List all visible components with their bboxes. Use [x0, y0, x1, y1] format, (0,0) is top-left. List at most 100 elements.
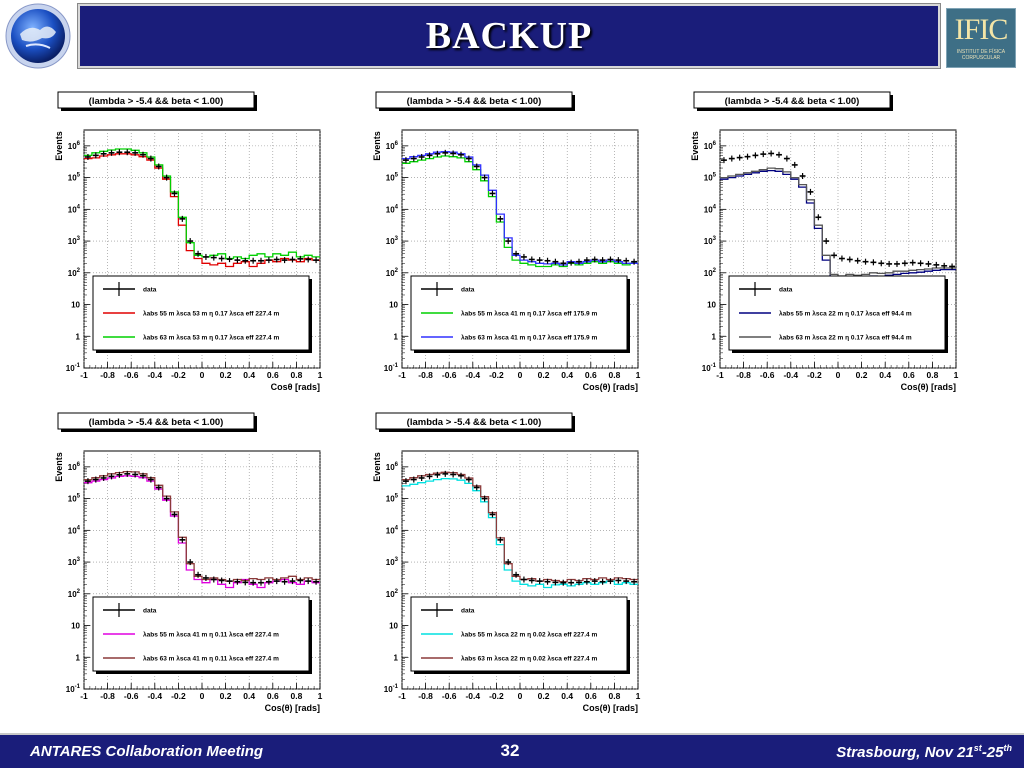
x-tick-label: 0.4: [561, 691, 573, 701]
x-tick-label: 0.4: [561, 370, 573, 380]
y-tick-label: 103: [386, 557, 399, 567]
x-tick-label: -0.8: [418, 370, 433, 380]
y-tick-label: 103: [68, 236, 81, 246]
chart-panel-1: (lambda > -5.4 && beta < 1.00) -1 -0.8 -0.6…: [48, 90, 348, 410]
legend-label: λabs 63 m λsca 22 m η 0.02 λsca eff 227.…: [461, 655, 597, 663]
x-tick-label: 0.2: [220, 691, 232, 701]
x-tick-label: 0.6: [585, 370, 597, 380]
y-tick-label: 106: [386, 141, 399, 151]
series-gray-histogram: [720, 167, 956, 277]
legend-label: λabs 55 m λsca 22 m η 0.02 λsca eff 227.…: [461, 631, 597, 639]
chart-panel-2: (lambda > -5.4 && beta < 1.00) -1 -0.8 -0.6…: [366, 90, 666, 410]
y-tick-label: 105: [386, 173, 399, 183]
y-tick-label: 105: [68, 494, 81, 504]
y-tick-label: 106: [68, 462, 81, 472]
x-tick-label: 0: [836, 370, 841, 380]
chart-panel-4: (lambda > -5.4 && beta < 1.00) -1 -0.8 -0.6…: [48, 411, 348, 731]
y-axis-label: Events: [372, 452, 382, 482]
x-tick-label: -0.4: [465, 691, 480, 701]
x-tick-label: -1: [80, 691, 88, 701]
series-brown-histogram: [84, 470, 320, 582]
series-green-histogram: [84, 148, 320, 260]
chart-title-shadow: [890, 95, 893, 111]
x-tick-label: -0.4: [147, 691, 162, 701]
y-tick-label: 10: [389, 301, 398, 310]
chart-4: (lambda > -5.4 && beta < 1.00) -1 -0.8 -0.6…: [54, 412, 323, 713]
y-tick-label: 1: [76, 332, 81, 341]
y-tick-label: 1: [76, 653, 81, 662]
y-tick-label: 105: [386, 494, 399, 504]
x-tick-label: 0: [518, 370, 523, 380]
chart-title-shadow: [254, 95, 257, 111]
y-tick-label: 104: [68, 204, 81, 214]
x-axis-label: Cos(θ) [rads]: [583, 703, 638, 713]
x-tick-label: 1: [318, 370, 323, 380]
x-tick-label: 0: [200, 691, 205, 701]
y-tick-label: 10: [71, 301, 80, 310]
x-tick-label: -1: [80, 370, 88, 380]
page-number: 32: [500, 741, 520, 760]
y-tick-label: 102: [68, 589, 81, 599]
x-tick-label: -0.2: [489, 370, 504, 380]
x-tick-label: 0.6: [267, 370, 279, 380]
chart-title: (lambda > -5.4 && beta < 1.00): [407, 96, 542, 107]
x-axis-label: Cos(θ) [rads]: [901, 382, 956, 392]
y-tick-label: 102: [704, 268, 717, 278]
y-tick-label: 106: [704, 141, 717, 151]
chart-title-shadow: [572, 416, 575, 432]
y-tick-label: 104: [386, 525, 399, 535]
y-tick-label: 102: [68, 268, 81, 278]
x-tick-label: -0.6: [124, 370, 139, 380]
y-axis-label: Events: [54, 131, 64, 161]
x-tick-label: -0.8: [418, 691, 433, 701]
x-tick-label: 0: [200, 370, 205, 380]
legend-label: data: [779, 287, 793, 294]
y-tick-label: 10: [389, 622, 398, 631]
chart-title: (lambda > -5.4 && beta < 1.00): [89, 417, 224, 428]
y-tick-label: 105: [68, 173, 81, 183]
x-tick-label: -1: [398, 370, 406, 380]
legend-label: data: [461, 287, 475, 294]
y-tick-label: 1: [712, 332, 717, 341]
x-tick-label: 0.6: [585, 691, 597, 701]
x-tick-label: -0.6: [442, 370, 457, 380]
legend-label: λabs 63 m λsca 41 m η 0.17 λsca eff 175.…: [461, 334, 597, 342]
x-tick-label: 0.6: [903, 370, 915, 380]
x-tick-label: 0.4: [243, 370, 255, 380]
chart-2: (lambda > -5.4 && beta < 1.00) -1 -0.8 -0.6…: [372, 91, 641, 392]
x-tick-label: -0.2: [489, 691, 504, 701]
legend-label: λabs 55 m λsca 53 m η 0.17 λsca eff 227.…: [143, 310, 279, 318]
y-tick-label: 104: [386, 204, 399, 214]
chart-title-shadow: [254, 416, 257, 432]
x-tick-label: 0.8: [290, 691, 302, 701]
y-tick-label: 103: [386, 236, 399, 246]
footer-location-date: Strasbourg, Nov 21st-25th: [836, 743, 1012, 761]
legend-label: λabs 55 m λsca 41 m η 0.11 λsca eff 227.…: [143, 631, 279, 639]
x-tick-label: -0.6: [760, 370, 775, 380]
y-tick-label: 106: [386, 462, 399, 472]
chart-title-shadow: [379, 429, 575, 432]
x-tick-label: 0.8: [608, 370, 620, 380]
x-tick-label: -0.8: [736, 370, 751, 380]
x-tick-label: 0.6: [267, 691, 279, 701]
legend-label: λabs 63 m λsca 53 m η 0.17 λsca eff 227.…: [143, 334, 279, 342]
y-tick-label: 10-1: [66, 684, 81, 694]
ific-logo-subtext: INSTITUT DE FÍSICA CORPUSCULAR: [956, 49, 1006, 61]
y-tick-label: 104: [68, 525, 81, 535]
legend-label: λabs 63 m λsca 41 m η 0.11 λsca eff 227.…: [143, 655, 279, 663]
chart-title: (lambda > -5.4 && beta < 1.00): [725, 96, 860, 107]
x-tick-label: -0.8: [100, 691, 115, 701]
legend-label: data: [461, 608, 475, 615]
x-tick-label: 0.2: [538, 370, 550, 380]
y-tick-label: 1: [394, 653, 399, 662]
x-axis-label: Cos(θ) [rads]: [583, 382, 638, 392]
x-tick-label: -0.6: [124, 691, 139, 701]
y-tick-label: 103: [704, 236, 717, 246]
slide-title: BACKUP: [425, 15, 593, 57]
y-tick-label: 10-1: [702, 363, 717, 373]
y-tick-label: 103: [68, 557, 81, 567]
x-tick-label: 1: [318, 691, 323, 701]
x-tick-label: -0.4: [783, 370, 798, 380]
footer-bar: ANTARES Collaboration Meeting 32 Strasbo…: [0, 733, 1024, 768]
y-tick-label: 10-1: [384, 684, 399, 694]
